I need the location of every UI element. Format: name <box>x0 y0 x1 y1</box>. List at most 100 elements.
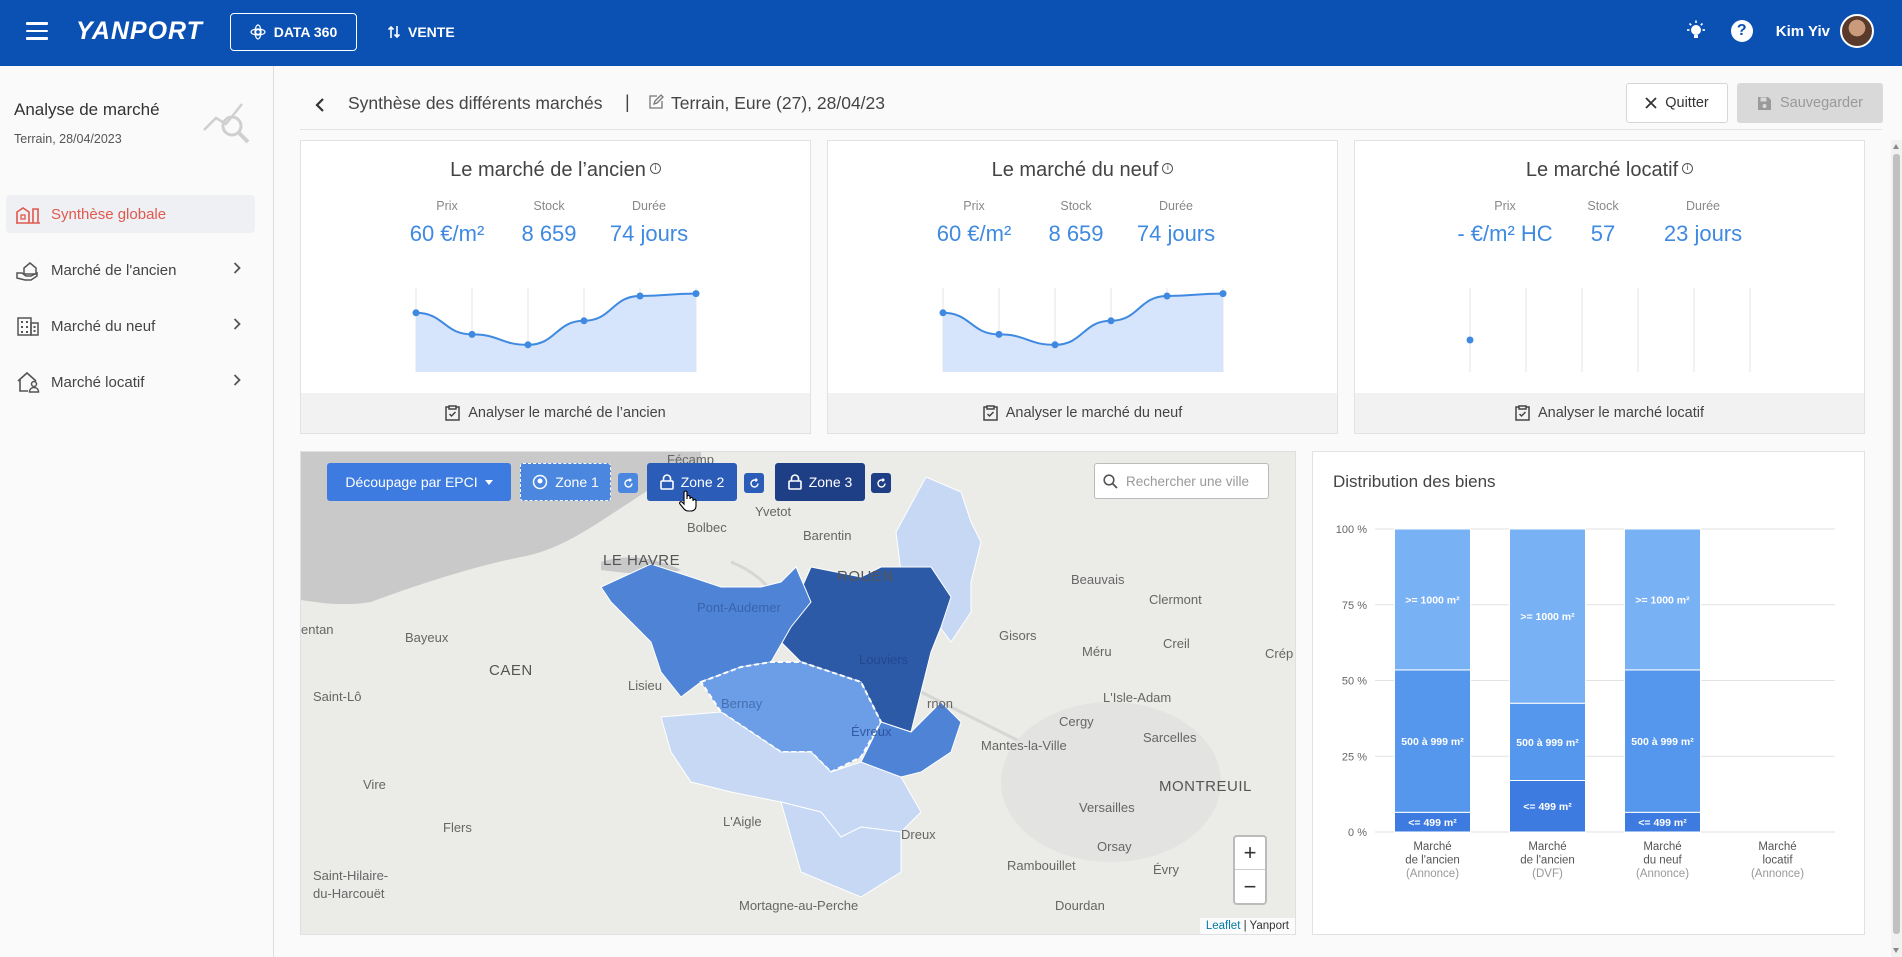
place-label: Flers <box>443 820 472 835</box>
info-icon[interactable]: i <box>649 163 661 175</box>
zone-1-button[interactable]: Zone 1 <box>520 463 611 501</box>
bar-segment[interactable] <box>1509 702 1586 781</box>
bar-segment[interactable] <box>1394 669 1471 813</box>
zone-2-reset-icon[interactable] <box>744 473 764 493</box>
edit-icon[interactable] <box>648 94 664 110</box>
search-icon <box>1103 473 1118 489</box>
place-label: Orsay <box>1097 839 1132 854</box>
x-category-label: locatif <box>1762 855 1793 867</box>
decoupage-dropdown[interactable]: Découpage par EPCI <box>327 463 511 501</box>
sidebar-subtitle: Terrain, 28/04/2023 <box>14 132 122 146</box>
trend-point <box>1107 317 1115 325</box>
back-arrow-icon[interactable] <box>310 94 330 116</box>
data360-label: DATA 360 <box>273 24 338 40</box>
place-label: Versailles <box>1079 800 1135 815</box>
info-icon[interactable]: i <box>1162 163 1174 175</box>
menu-icon[interactable] <box>26 22 48 40</box>
place-label: Évry <box>1153 862 1179 877</box>
prix-value: 60 €/m² <box>936 221 1012 246</box>
analyser-locatif-button[interactable]: Analyser le marché locatif <box>1355 393 1864 433</box>
epci-east <box>860 701 962 778</box>
place-label: Dourdan <box>1055 898 1105 913</box>
house-person-icon <box>15 371 41 393</box>
place-label: L'Isle-Adam <box>1103 690 1172 705</box>
analyser-ancien-button[interactable]: Analyser le marché de l’ancien <box>301 393 810 433</box>
zone-1-label: Zone 1 <box>555 474 599 490</box>
place-label: Rambouillet <box>1007 858 1076 873</box>
bar-segment[interactable] <box>1624 528 1701 671</box>
quit-button[interactable]: Quitter <box>1626 83 1728 123</box>
analyser-neuf-button[interactable]: Analyser le marché du neuf <box>828 393 1337 433</box>
place-label: Mortagne-au-Perche <box>739 898 859 913</box>
page-scrollbar[interactable] <box>1891 140 1902 957</box>
analysis-context[interactable]: Terrain, Eure (27), 28/04/23 <box>671 93 886 113</box>
stock-label: Stock <box>533 199 565 213</box>
urban-area <box>1001 702 1221 862</box>
city-search <box>1094 463 1269 499</box>
zone-map[interactable]: Fécamp Yvetot Bolbec Barentin LE HAVRE R… <box>300 451 1296 935</box>
close-icon <box>1645 97 1657 109</box>
zone-2-button[interactable]: Zone 2 <box>647 463 737 501</box>
price-trend-chart <box>1466 288 1751 372</box>
bar-segment-label: >= 1000 m² <box>1520 611 1575 623</box>
place-label: Bayeux <box>405 630 449 645</box>
bar-segment[interactable] <box>1509 779 1586 833</box>
data360-button[interactable]: DATA 360 <box>230 13 357 51</box>
distribution-chart: 0 % 25 % 50 % 75 % 100 % <= 499 m² 500 à 999 m… <box>1336 524 1835 880</box>
x-category-label: de l'ancien <box>1405 855 1460 867</box>
sidebar-item-marche-ancien[interactable]: Marché de l'ancien <box>6 251 255 289</box>
card-title: Le marché du neuf <box>991 159 1159 181</box>
floppy-disk-icon <box>1757 96 1771 110</box>
bar-segment[interactable] <box>1509 528 1586 704</box>
user-name[interactable]: Kim Yiv <box>1775 22 1830 40</box>
sidebar-item-synthese-globale[interactable]: Synthèse globale <box>6 195 255 233</box>
zoom-out-button[interactable]: − <box>1243 873 1257 899</box>
vente-button[interactable]: VENTE <box>388 13 455 51</box>
quit-label: Quitter <box>1665 95 1709 111</box>
sidebar-item-label: Marché locatif <box>51 373 145 391</box>
card-title: Le marché locatif <box>1525 159 1679 181</box>
vente-label: VENTE <box>408 24 455 40</box>
zone-3-button[interactable]: Zone 3 <box>775 463 865 501</box>
stock-value: 8 659 <box>521 221 577 246</box>
sidebar-item-marche-neuf[interactable]: Marché du neuf <box>6 307 255 345</box>
stock-value: 8 659 <box>1048 221 1104 246</box>
x-category-label: du neuf <box>1643 855 1682 867</box>
avatar[interactable] <box>1840 14 1874 48</box>
bar-segment-label: 500 à 999 m² <box>1631 736 1694 748</box>
bar-segment-label: >= 1000 m² <box>1635 594 1690 606</box>
bar-segment-label: <= 499 m² <box>1523 801 1572 813</box>
duree-value: 74 jours <box>609 221 689 246</box>
place-label: Lisieu <box>628 678 662 693</box>
price-trend-chart <box>939 288 1227 372</box>
yanport-logo[interactable]: YANPORT <box>76 17 203 45</box>
zone-3-reset-icon[interactable] <box>871 473 891 493</box>
trend-point <box>524 341 532 349</box>
x-category-label: Marché <box>1758 841 1796 853</box>
zone-1-reset-icon[interactable] <box>618 473 638 493</box>
scroll-up-icon[interactable] <box>1893 144 1899 149</box>
zoom-in-button[interactable]: + <box>1235 837 1265 870</box>
bar-segment-label: 500 à 999 m² <box>1401 736 1464 748</box>
place-label: Beauvais <box>1071 572 1125 587</box>
scroll-down-icon[interactable] <box>1893 948 1899 953</box>
leaflet-link[interactable]: Leaflet <box>1205 920 1241 932</box>
map-attribution: Leaflet | Yanport <box>1199 918 1295 934</box>
sidebar-item-marche-locatif[interactable]: Marché locatif <box>6 363 255 401</box>
market-analysis-icon <box>203 103 250 144</box>
price-trend-chart <box>412 288 700 372</box>
save-button[interactable]: Sauvegarder <box>1737 83 1883 123</box>
lightbulb-icon[interactable] <box>1684 19 1708 43</box>
bar-segment[interactable] <box>1394 528 1471 671</box>
bar-segment[interactable] <box>1624 669 1701 813</box>
help-icon[interactable]: ? <box>1730 19 1754 43</box>
clipboard-check-icon <box>982 405 998 421</box>
trend-point <box>1051 341 1059 349</box>
city-search-input[interactable] <box>1126 473 1256 489</box>
scroll-thumb[interactable] <box>1893 154 1900 934</box>
card-marche-neuf: Le marché du neuf i Prix 60 €/m² Stock 8 65… <box>827 140 1338 434</box>
info-icon[interactable]: i <box>1682 163 1694 175</box>
building-chart-icon <box>15 203 41 225</box>
prix-value: - €/m² HC <box>1457 221 1553 246</box>
x-category-label: Marché <box>1643 841 1681 853</box>
